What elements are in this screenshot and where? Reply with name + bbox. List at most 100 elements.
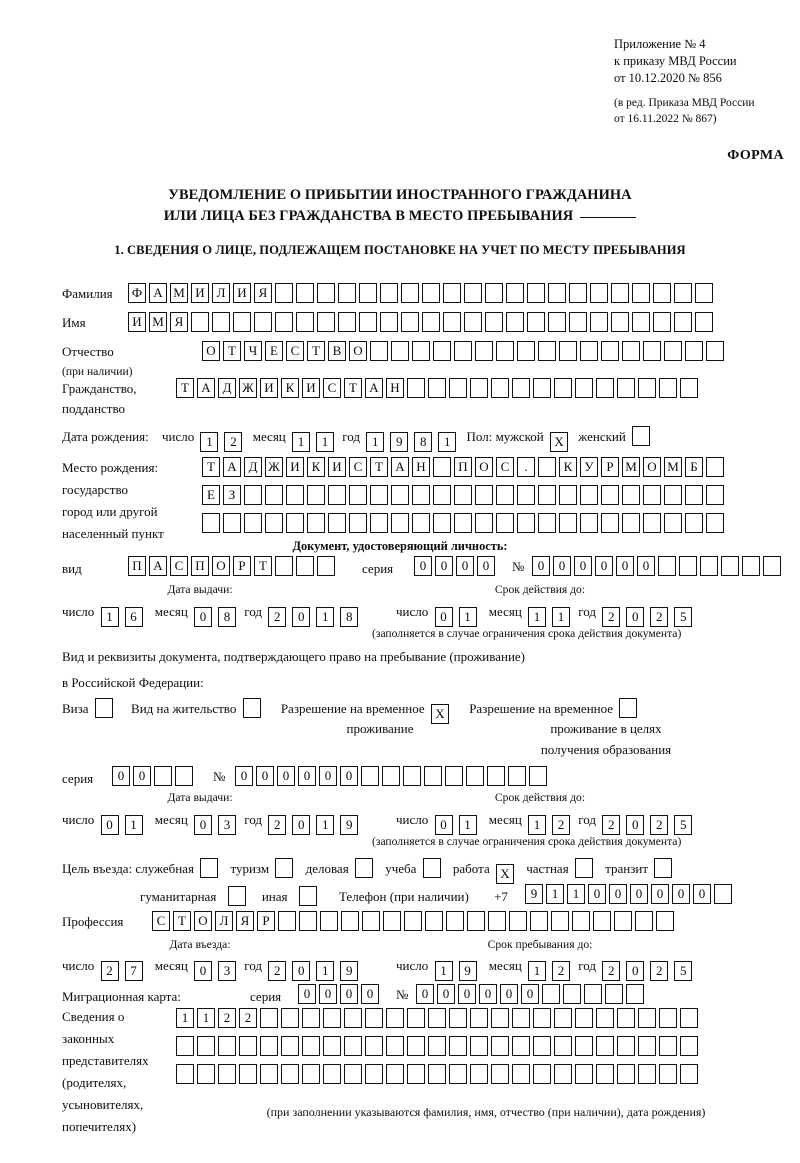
migration-number-cell-5[interactable]: 0 xyxy=(500,984,518,1004)
birth-place-3-cell-6[interactable] xyxy=(307,513,325,533)
legal-rep-2-cell-17[interactable] xyxy=(512,1036,530,1056)
birth-place-2-cell-23[interactable] xyxy=(664,485,682,505)
surname-cell-23[interactable] xyxy=(590,283,608,303)
legal-rep-3-cell-10[interactable] xyxy=(365,1064,383,1084)
doc-issue-day-2[interactable]: 6 xyxy=(124,607,143,627)
legal-rep-3-cell-21[interactable] xyxy=(596,1064,614,1084)
legal-rep-2-cell-19[interactable] xyxy=(554,1036,572,1056)
patronymic-cell-8[interactable]: О xyxy=(349,341,367,361)
legal-rep-1-cell-6[interactable] xyxy=(281,1008,299,1028)
doc-number-cell-4[interactable]: 0 xyxy=(595,556,613,576)
permit-number-cell-4[interactable]: 0 xyxy=(298,766,316,786)
birth-place-1-cell-3[interactable]: Д xyxy=(244,457,262,477)
legal-rep-3-cell-5[interactable] xyxy=(260,1064,278,1084)
birth-place-1-cell-18[interactable]: К xyxy=(559,457,577,477)
doc-kind-cell-4[interactable]: П xyxy=(191,556,209,576)
birth-place-1-cell-19[interactable]: У xyxy=(580,457,598,477)
patronymic-cell-20[interactable] xyxy=(601,341,619,361)
visa-checkbox[interactable] xyxy=(94,698,113,718)
legal-rep-2-cell-22[interactable] xyxy=(617,1036,635,1056)
legal-rep-1-cell-11[interactable] xyxy=(386,1008,404,1028)
legal-rep-1-cell-7[interactable] xyxy=(302,1008,320,1028)
birth-place-3-cell-5[interactable] xyxy=(286,513,304,533)
doc-number-cell-8[interactable] xyxy=(679,556,697,576)
birth-place-3-cell-21[interactable] xyxy=(622,513,640,533)
birth-place-3-cell-3[interactable] xyxy=(244,513,262,533)
birth-place-2-cell-8[interactable] xyxy=(349,485,367,505)
entry-month-2[interactable]: 3 xyxy=(218,961,237,981)
birth-place-1-cell-21[interactable]: М xyxy=(622,457,640,477)
legal-rep-1-cell-18[interactable] xyxy=(533,1008,551,1028)
legal-rep-1-cell-9[interactable] xyxy=(344,1008,362,1028)
birth-place-3-cell-11[interactable] xyxy=(412,513,430,533)
doc-valid-day-2[interactable]: 1 xyxy=(458,607,477,627)
permit-number-cell-9[interactable] xyxy=(403,766,421,786)
citizenship-cell-21[interactable] xyxy=(596,378,614,398)
citizenship-cell-15[interactable] xyxy=(470,378,488,398)
birth-place-1-cell-9[interactable]: Т xyxy=(370,457,388,477)
surname-cell-16[interactable] xyxy=(443,283,461,303)
birth-place-3-cell-2[interactable] xyxy=(223,513,241,533)
birth-place-3-cell-20[interactable] xyxy=(601,513,619,533)
surname-cell-4[interactable]: И xyxy=(191,283,209,303)
legal-rep-3-cell-4[interactable] xyxy=(239,1064,257,1084)
doc-issue-year-4[interactable]: 8 xyxy=(340,607,359,627)
doc-kind-cell-9[interactable] xyxy=(296,556,314,576)
doc-kind-cell-8[interactable] xyxy=(275,556,293,576)
permit-issue-month-1[interactable]: 0 xyxy=(194,815,213,835)
migration-series-cell-3[interactable]: 0 xyxy=(340,984,358,1004)
surname-cell-3[interactable]: М xyxy=(170,283,188,303)
birth-place-1-cell-11[interactable]: Н xyxy=(412,457,430,477)
name-cell-13[interactable] xyxy=(380,312,398,332)
patronymic-cell-23[interactable] xyxy=(664,341,682,361)
doc-kind-cell-1[interactable]: П xyxy=(128,556,146,576)
birth-place-1-cell-23[interactable]: М xyxy=(664,457,682,477)
stay-year-1[interactable]: 2 xyxy=(602,961,621,981)
surname-cell-15[interactable] xyxy=(422,283,440,303)
permit-valid-year-2[interactable]: 0 xyxy=(626,815,645,835)
permit-series-cell-1[interactable]: 0 xyxy=(112,766,130,786)
patronymic-cell-15[interactable] xyxy=(496,341,514,361)
legal-rep-2-cell-13[interactable] xyxy=(428,1036,446,1056)
phone-cell-8[interactable]: 0 xyxy=(672,884,690,904)
legal-rep-1-cell-20[interactable] xyxy=(575,1008,593,1028)
permit-valid-day-1[interactable]: 0 xyxy=(434,815,453,835)
doc-kind-cell-6[interactable]: Р xyxy=(233,556,251,576)
birth-place-2-cell-20[interactable] xyxy=(601,485,619,505)
citizenship-cell-17[interactable] xyxy=(512,378,530,398)
legal-rep-3-cell-7[interactable] xyxy=(302,1064,320,1084)
birth-place-2-cell-18[interactable] xyxy=(559,485,577,505)
doc-number-cell-1[interactable]: 0 xyxy=(532,556,550,576)
doc-series-cell-2[interactable]: 0 xyxy=(435,556,453,576)
birth-month-1[interactable]: 1 xyxy=(292,432,311,452)
profession-cell-6[interactable]: Р xyxy=(257,911,275,931)
phone-cell-4[interactable]: 0 xyxy=(588,884,606,904)
permit-number-cell-10[interactable] xyxy=(424,766,442,786)
permit-valid-year-3[interactable]: 2 xyxy=(650,815,669,835)
profession-cell-20[interactable] xyxy=(551,911,569,931)
patronymic-cell-19[interactable] xyxy=(580,341,598,361)
birth-place-3-cell-22[interactable] xyxy=(643,513,661,533)
migration-number-cell-4[interactable]: 0 xyxy=(479,984,497,1004)
name-cell-19[interactable] xyxy=(506,312,524,332)
birth-day-2[interactable]: 2 xyxy=(224,432,243,452)
citizenship-cell-23[interactable] xyxy=(638,378,656,398)
doc-valid-day-1[interactable]: 0 xyxy=(434,607,453,627)
permit-issue-month-2[interactable]: 3 xyxy=(218,815,237,835)
birth-month-2[interactable]: 1 xyxy=(316,432,335,452)
doc-valid-month-1[interactable]: 1 xyxy=(528,607,547,627)
name-cell-23[interactable] xyxy=(590,312,608,332)
permit-valid-month-1[interactable]: 1 xyxy=(528,815,547,835)
patronymic-cell-9[interactable] xyxy=(370,341,388,361)
birth-place-2-cell-1[interactable]: Е xyxy=(202,485,220,505)
name-cell-28[interactable] xyxy=(695,312,713,332)
patronymic-cell-1[interactable]: О xyxy=(202,341,220,361)
legal-rep-2-cell-9[interactable] xyxy=(344,1036,362,1056)
doc-number-cell-6[interactable]: 0 xyxy=(637,556,655,576)
birth-place-3-cell-10[interactable] xyxy=(391,513,409,533)
name-cell-14[interactable] xyxy=(401,312,419,332)
doc-number-cell-3[interactable]: 0 xyxy=(574,556,592,576)
patronymic-cell-13[interactable] xyxy=(454,341,472,361)
